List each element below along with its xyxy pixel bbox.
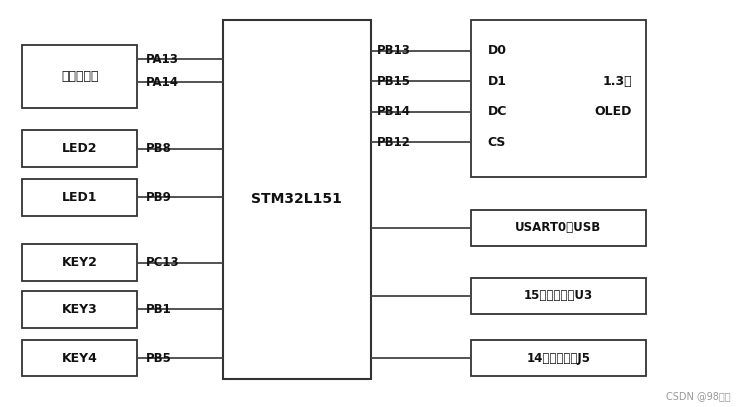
Bar: [471, 278, 646, 314]
Text: STM32L151: STM32L151: [252, 193, 342, 206]
Bar: [471, 340, 646, 376]
Text: PB5: PB5: [146, 352, 172, 365]
Text: PB15: PB15: [377, 75, 411, 88]
Bar: [471, 20, 646, 177]
Bar: [223, 20, 371, 379]
Bar: [22, 291, 137, 328]
Text: 15脚扩展接口U3: 15脚扩展接口U3: [524, 289, 593, 302]
Bar: [22, 130, 137, 167]
Bar: [22, 244, 137, 281]
Bar: [22, 179, 137, 216]
Text: PB12: PB12: [377, 136, 411, 149]
Bar: [22, 45, 137, 108]
Text: LED2: LED2: [62, 142, 97, 155]
Text: KEY3: KEY3: [62, 303, 98, 316]
Text: USART0转USB: USART0转USB: [515, 221, 602, 234]
Text: PB8: PB8: [146, 142, 172, 155]
Text: PB9: PB9: [146, 191, 172, 204]
Text: LED1: LED1: [62, 191, 97, 204]
Text: 仿真器接口: 仿真器接口: [61, 70, 99, 83]
Text: CSDN @98豆豆: CSDN @98豆豆: [666, 391, 731, 401]
Text: OLED: OLED: [595, 105, 632, 118]
Text: CS: CS: [487, 136, 506, 149]
Text: PC13: PC13: [146, 256, 180, 269]
Text: PB1: PB1: [146, 303, 172, 316]
Text: KEY2: KEY2: [62, 256, 98, 269]
Text: 14脚扩展接口J5: 14脚扩展接口J5: [526, 352, 591, 365]
Text: KEY4: KEY4: [62, 352, 98, 365]
Text: PA13: PA13: [146, 53, 179, 66]
Text: PA14: PA14: [146, 76, 179, 89]
Text: PB13: PB13: [377, 44, 411, 57]
Text: PB14: PB14: [377, 105, 411, 118]
Text: D0: D0: [487, 44, 507, 57]
Text: 1.3寸: 1.3寸: [603, 75, 632, 88]
Text: D1: D1: [487, 75, 507, 88]
Bar: [22, 340, 137, 376]
Text: DC: DC: [487, 105, 507, 118]
Bar: [471, 210, 646, 246]
